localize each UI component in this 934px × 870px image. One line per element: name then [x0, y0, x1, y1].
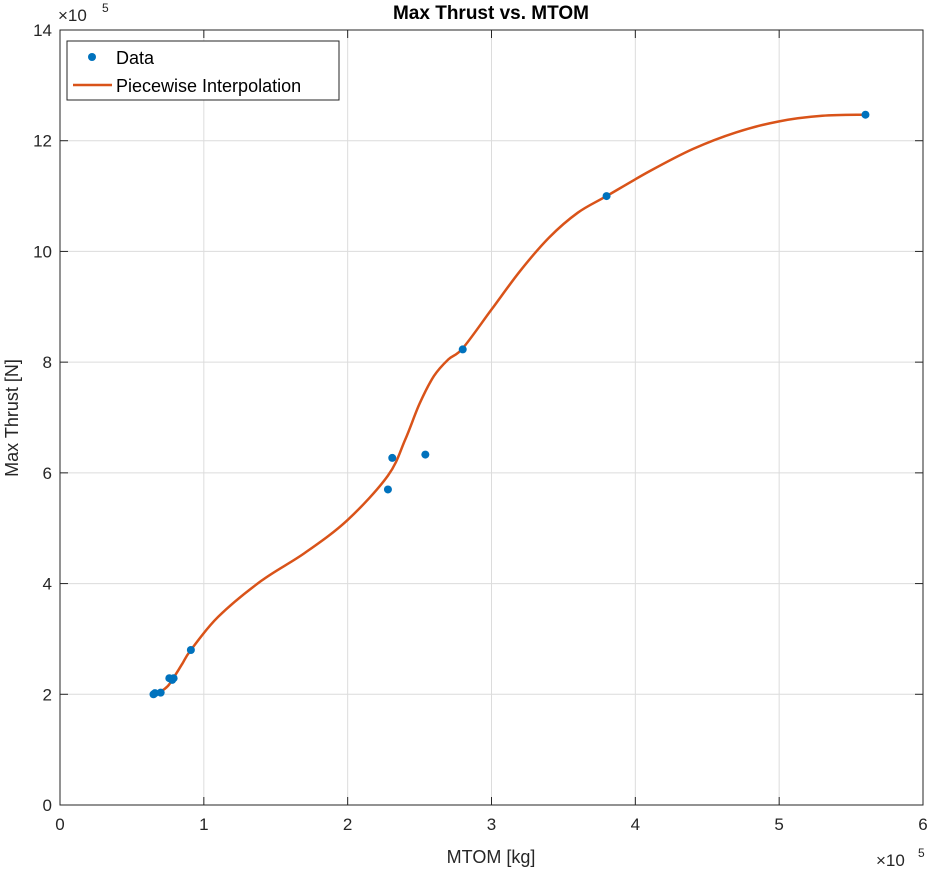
data-point — [861, 110, 870, 119]
x-multiplier: ×10 — [876, 851, 905, 870]
data-point — [169, 674, 178, 683]
series-points-group — [149, 110, 870, 699]
interpolation-line — [153, 113, 866, 696]
data-point — [458, 345, 467, 354]
legend: Data Piecewise Interpolation — [66, 40, 340, 101]
data-point — [150, 689, 159, 698]
legend-label-interpolation: Piecewise Interpolation — [116, 76, 301, 96]
x-tick-label: 5 — [774, 815, 783, 834]
x-tick-label: 2 — [343, 815, 352, 834]
x-tick-label: 0 — [55, 815, 64, 834]
x-tick-label: 3 — [487, 815, 496, 834]
x-exponent: 5 — [918, 846, 925, 860]
y-multiplier: ×10 — [58, 6, 87, 25]
y-tick-label: 2 — [43, 685, 52, 704]
y-tick-label: 4 — [43, 575, 52, 594]
chart-title: Max Thrust vs. MTOM — [393, 3, 589, 24]
data-point — [421, 450, 430, 459]
x-exponent-label: ×10 5 — [876, 846, 925, 870]
data-point — [156, 688, 165, 697]
data-point — [383, 485, 392, 494]
y-exponent-label: ×10 5 — [58, 1, 109, 25]
ticks — [59, 29, 924, 806]
y-tick-label: 0 — [43, 796, 52, 815]
y-tick-labels: 0 2 4 6 8 10 12 14 — [33, 21, 52, 815]
y-tick-label: 6 — [43, 464, 52, 483]
y-tick-label: 12 — [33, 132, 52, 151]
data-point — [186, 646, 195, 654]
x-tick-label: 4 — [631, 815, 640, 834]
y-tick-label: 8 — [43, 353, 52, 372]
x-axis-label: MTOM [kg] — [447, 847, 536, 867]
y-tick-label: 10 — [33, 242, 52, 261]
x-tick-label: 1 — [199, 815, 208, 834]
data-point — [388, 453, 397, 462]
data-point — [602, 192, 611, 201]
legend-box — [66, 40, 340, 101]
y-exponent: 5 — [102, 1, 109, 15]
x-tick-label: 6 — [918, 815, 927, 834]
x-tick-labels: 0 1 2 3 4 5 6 — [55, 815, 927, 834]
legend-label-data: Data — [116, 48, 155, 68]
grid — [60, 30, 923, 805]
y-axis-label: Max Thrust [N] — [2, 359, 22, 477]
series-line-group — [153, 113, 866, 696]
legend-marker-data — [88, 53, 96, 61]
y-tick-label: 14 — [33, 21, 52, 40]
